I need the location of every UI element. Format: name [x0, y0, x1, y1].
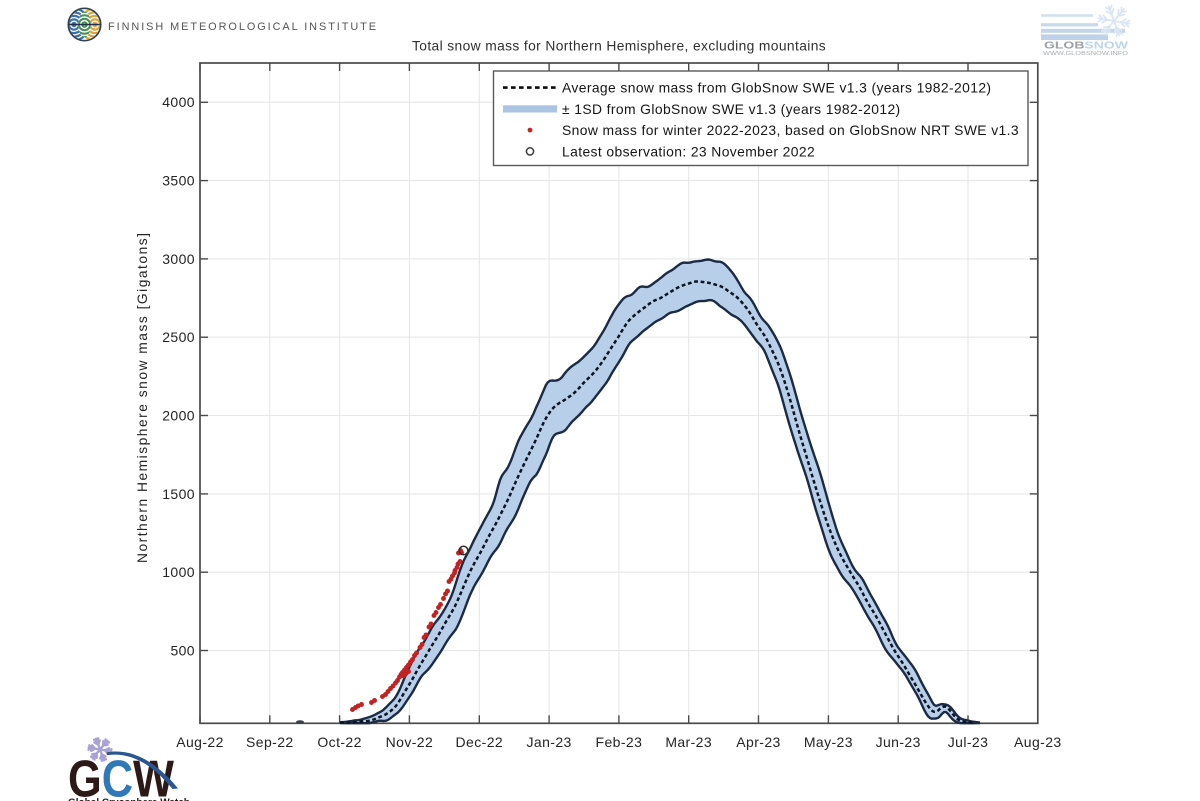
svg-text:Feb-23: Feb-23 — [596, 734, 643, 750]
svg-text:Global Cryosphere Watch: Global Cryosphere Watch — [68, 798, 190, 801]
svg-text:4000: 4000 — [162, 94, 195, 110]
svg-text:2500: 2500 — [162, 329, 195, 345]
svg-text:Jul-23: Jul-23 — [948, 734, 989, 750]
svg-text:GCW: GCW — [68, 751, 175, 801]
svg-text:± 1SD from GlobSnow SWE v1.3 (: ± 1SD from GlobSnow SWE v1.3 (years 1982… — [562, 101, 901, 117]
svg-text:1500: 1500 — [162, 486, 195, 502]
svg-text:Jan-23: Jan-23 — [526, 734, 571, 750]
svg-text:Nov-22: Nov-22 — [386, 734, 434, 750]
svg-text:Northern Hemisphere snow mass: Northern Hemisphere snow mass [Gigatons] — [135, 233, 150, 563]
svg-text:Oct-22: Oct-22 — [317, 734, 361, 750]
svg-text:1000: 1000 — [162, 564, 195, 580]
svg-text:WWW.GLOBSNOW.INFO: WWW.GLOBSNOW.INFO — [1043, 51, 1128, 57]
svg-text:Total snow mass for Northern H: Total snow mass for Northern Hemisphere,… — [412, 39, 826, 54]
svg-text:Aug-23: Aug-23 — [1014, 734, 1062, 750]
svg-text:FINNISH METEOROLOGICAL INSTITU: FINNISH METEOROLOGICAL INSTITUTE — [108, 21, 378, 33]
svg-text:Aug-22: Aug-22 — [176, 734, 224, 750]
svg-text:500: 500 — [170, 642, 195, 658]
svg-text:2000: 2000 — [162, 407, 195, 423]
svg-text:Average snow mass from GlobSno: Average snow mass from GlobSnow SWE v1.3… — [562, 80, 991, 96]
svg-text:3500: 3500 — [162, 173, 195, 189]
svg-text:Sep-22: Sep-22 — [246, 734, 294, 750]
svg-text:May-23: May-23 — [804, 734, 853, 750]
svg-text:GLOBSNOW: GLOB SNOW — [1044, 40, 1128, 52]
svg-text:Jun-23: Jun-23 — [876, 734, 921, 750]
svg-text:3000: 3000 — [162, 251, 195, 267]
svg-text:Apr-23: Apr-23 — [736, 734, 780, 750]
svg-text:Mar-23: Mar-23 — [665, 734, 712, 750]
svg-text:Snow mass for winter 2022-2023: Snow mass for winter 2022-2023, based on… — [562, 122, 1019, 138]
svg-text:Latest observation: 23 Novembe: Latest observation: 23 November 2022 — [562, 143, 815, 159]
svg-text:Dec-22: Dec-22 — [456, 734, 504, 750]
